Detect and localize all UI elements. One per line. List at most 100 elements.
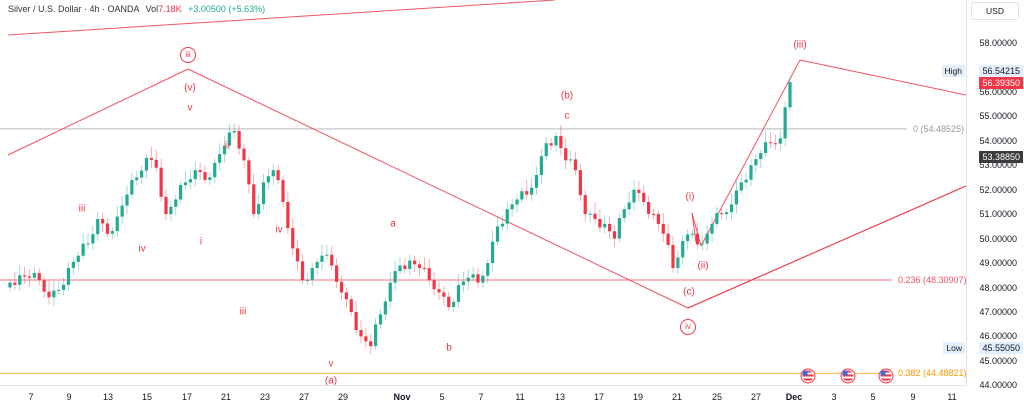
candle-down bbox=[296, 248, 300, 262]
fib-level-label: 0.236 (48.30907) bbox=[898, 274, 966, 285]
candle-down bbox=[773, 143, 777, 145]
candle-up bbox=[530, 187, 534, 195]
candle-up bbox=[266, 176, 270, 183]
candle-up bbox=[227, 132, 231, 146]
candle-up bbox=[398, 265, 402, 272]
price-tick: 45.00000 bbox=[979, 355, 1017, 366]
candle-up bbox=[320, 255, 324, 262]
elliott-wave-label: b bbox=[446, 342, 452, 354]
candle-up bbox=[554, 135, 558, 146]
time-tick: 11 bbox=[947, 392, 957, 402]
candle-up bbox=[183, 182, 188, 186]
candle-up bbox=[91, 234, 95, 244]
candle-up bbox=[632, 189, 636, 203]
us-flag-event-icon[interactable] bbox=[840, 368, 856, 384]
candle-down bbox=[105, 223, 110, 234]
time-tick: 9 bbox=[66, 392, 72, 402]
elliott-wave-label: iii bbox=[239, 306, 247, 318]
time-tick: 17 bbox=[593, 392, 605, 402]
candle-up bbox=[627, 202, 631, 210]
candle-up bbox=[96, 219, 100, 235]
candle-up bbox=[486, 263, 490, 276]
time-tick: 27 bbox=[750, 392, 762, 402]
candle-down bbox=[525, 191, 529, 195]
us-flag-event-icon[interactable] bbox=[878, 368, 894, 384]
candle-up bbox=[144, 157, 149, 171]
time-tick: 29 bbox=[337, 392, 349, 402]
candle-down bbox=[612, 231, 617, 239]
candle-up bbox=[169, 206, 173, 215]
elliott-wave-label: a bbox=[390, 218, 396, 230]
candle-up bbox=[315, 261, 319, 268]
candle-down bbox=[720, 213, 724, 215]
elliott-wave-label: (i) bbox=[685, 191, 695, 203]
elliott-wave-label: (ii) bbox=[697, 260, 709, 272]
low-value-badge: 45.55050 bbox=[979, 342, 1023, 354]
elliott-wave-label: iii bbox=[180, 47, 196, 63]
candlestick-chart[interactable] bbox=[0, 0, 966, 385]
price-tick: 55.00000 bbox=[979, 111, 1017, 122]
candle-up bbox=[754, 159, 758, 166]
wave-line bbox=[187, 68, 689, 309]
us-flag-event-icon[interactable] bbox=[800, 368, 816, 384]
high-tag: High bbox=[941, 65, 965, 77]
candle-down bbox=[427, 268, 431, 281]
candle-up bbox=[257, 204, 261, 215]
candle-up bbox=[788, 82, 792, 108]
candle-up bbox=[383, 301, 387, 315]
candle-up bbox=[749, 165, 753, 180]
price-tick: 58.00000 bbox=[979, 38, 1017, 48]
candle-up bbox=[193, 170, 197, 180]
candle-up bbox=[57, 289, 61, 291]
candle-up bbox=[218, 154, 222, 163]
chart-pane[interactable]: Silver / U.S. Dollar · 4h · OANDA Vol7.1… bbox=[0, 0, 966, 385]
candle-down bbox=[549, 143, 553, 146]
candle-up bbox=[520, 191, 524, 200]
candle-down bbox=[203, 172, 207, 180]
candle-down bbox=[593, 213, 597, 220]
fib-level-label: 0 (54.48525) bbox=[913, 123, 965, 134]
elliott-wave-label: iv bbox=[138, 243, 146, 255]
candle-up bbox=[466, 277, 470, 282]
price-axis[interactable]: USD 58.00000 56.00000 55.00000 54.00000 53.0… bbox=[941, 0, 1024, 390]
candle-up bbox=[213, 162, 217, 178]
candle-up bbox=[544, 143, 548, 157]
time-tick: 21 bbox=[220, 392, 232, 402]
wave-line bbox=[691, 212, 702, 247]
marker-price-badge: 53.38850 bbox=[979, 151, 1023, 163]
candle-up bbox=[408, 260, 412, 269]
candle-down bbox=[47, 291, 51, 298]
fib-level-label: 0.382 (44.48821) bbox=[898, 368, 966, 379]
candle-up bbox=[500, 223, 504, 227]
time-tick: 13 bbox=[102, 392, 114, 402]
elliott-wave-label: ii bbox=[224, 140, 230, 152]
candle-down bbox=[442, 292, 446, 297]
candle-down bbox=[349, 299, 353, 312]
price-tick: 49.00000 bbox=[979, 258, 1017, 269]
time-tick: 23 bbox=[259, 392, 271, 402]
candle-up bbox=[62, 284, 66, 290]
wave-line bbox=[799, 59, 966, 96]
time-tick: 15 bbox=[141, 392, 153, 402]
candle-up bbox=[76, 255, 80, 262]
candle-down bbox=[666, 233, 670, 245]
candle-up bbox=[188, 179, 192, 183]
price-change: +3.00500 (+5.63%) bbox=[188, 4, 266, 14]
candle-down bbox=[252, 184, 256, 215]
candle-up bbox=[681, 241, 685, 258]
time-tick: 3 bbox=[831, 392, 837, 402]
price-tick: 48.00000 bbox=[979, 282, 1017, 293]
currency-button[interactable]: USD bbox=[971, 2, 1019, 20]
candle-down bbox=[344, 292, 348, 300]
candle-up bbox=[617, 218, 621, 239]
candle-up bbox=[135, 177, 139, 181]
candle-up bbox=[783, 107, 787, 139]
time-tick: 13 bbox=[554, 392, 566, 402]
candle-down bbox=[359, 330, 363, 337]
candle-down bbox=[476, 274, 480, 283]
candle-up bbox=[125, 194, 129, 206]
candle-up bbox=[778, 138, 782, 144]
price-tick: 47.00000 bbox=[979, 306, 1017, 317]
time-axis[interactable]: 7 9 13 15 17 21 23 27 29 Nov 5 7 11 13 17 19 21 25 27 Dec 3 5… bbox=[0, 385, 966, 411]
candle-up bbox=[764, 142, 768, 154]
